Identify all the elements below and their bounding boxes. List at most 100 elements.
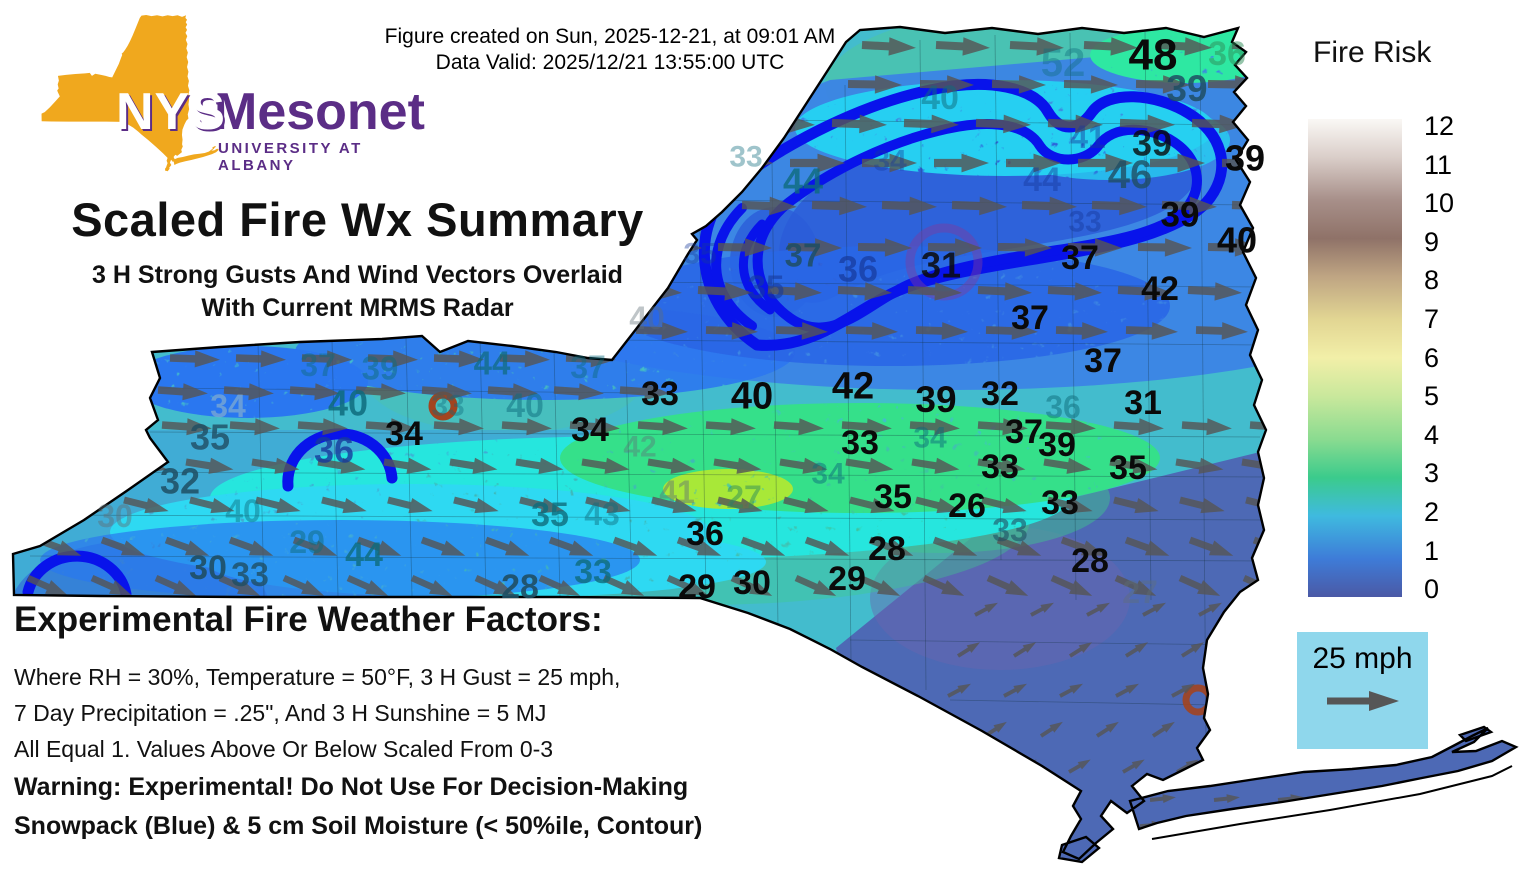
- wind-arrow: [289, 383, 340, 401]
- gust-value: 43: [584, 496, 620, 532]
- wind-arrow: [919, 75, 974, 94]
- wind-arrow: [713, 457, 762, 474]
- gust-value: 34: [385, 415, 423, 453]
- gust-value: 42: [1141, 270, 1179, 308]
- wind-arrow: [1095, 721, 1119, 738]
- wind-arrow: [1187, 282, 1242, 301]
- wind-arrow: [651, 496, 697, 514]
- wind-arrow: [499, 350, 550, 368]
- wind-arrow: [1078, 153, 1133, 173]
- gust-value: 40: [629, 300, 665, 336]
- wind-arrow: [857, 238, 912, 257]
- colorbar-tick: 0: [1424, 574, 1440, 605]
- wind-arrow: [1047, 282, 1102, 301]
- county-line: [844, 84, 852, 661]
- wind-arrow: [100, 536, 146, 556]
- wind-arrow: [185, 457, 234, 474]
- wind-arrow: [779, 457, 828, 474]
- wind-arrow: [705, 322, 758, 340]
- wind-arrow: [1113, 418, 1164, 436]
- gust-value: 40: [225, 493, 261, 529]
- gust-value: 44: [345, 536, 383, 574]
- wind-arrow: [1068, 759, 1091, 774]
- wind-arrow: [881, 196, 937, 216]
- figure-created-line: Figure created on Sun, 2025-12-21, at 09…: [384, 25, 836, 48]
- gust-value: 36: [314, 430, 354, 471]
- wind-arrow: [154, 574, 197, 596]
- wind-arrow: [1198, 602, 1222, 617]
- gust-value: 39: [1038, 426, 1076, 464]
- gust-value: 30: [97, 498, 133, 534]
- gust-value: 30: [733, 564, 771, 602]
- wind-arrow: [251, 457, 300, 474]
- wind-arrow: [845, 457, 894, 474]
- wind-arrow: [1175, 457, 1224, 474]
- wind-arrow: [484, 536, 530, 556]
- wind-arrow: [861, 37, 916, 56]
- wind-arrow: [858, 574, 901, 596]
- colorbar-tick: 2: [1424, 497, 1440, 527]
- wind-arrow: [1149, 794, 1176, 804]
- wind-arrow: [1151, 721, 1175, 738]
- wind-arrow: [705, 418, 756, 436]
- gust-value: 37: [300, 347, 336, 383]
- gust-value: 37: [1011, 299, 1049, 337]
- colorbar-tick: 12: [1424, 111, 1455, 141]
- wind-arrow: [1137, 238, 1192, 257]
- wind-arrow: [991, 75, 1046, 94]
- colorbar-tick: 4: [1424, 419, 1440, 450]
- wind-arrow: [519, 496, 565, 514]
- wind-arrow: [1012, 642, 1037, 658]
- wind-arrow: [612, 536, 658, 556]
- gust-value: 37: [785, 237, 822, 274]
- wind-arrow: [1178, 574, 1221, 596]
- wind-arrow: [365, 418, 416, 436]
- wind-arrow: [1050, 574, 1093, 596]
- wind-arrow: [1021, 196, 1077, 216]
- gust-value: 33: [981, 448, 1019, 486]
- wind-arrow: [474, 574, 517, 596]
- gust-value: 48: [1129, 30, 1178, 79]
- wind-arrow: [868, 536, 914, 556]
- wind-arrow: [346, 574, 389, 596]
- wind-arrow: [1191, 114, 1247, 134]
- gust-value: 44: [474, 345, 511, 382]
- colorbar-tick: 3: [1424, 458, 1440, 489]
- wind-arrow: [1117, 282, 1172, 301]
- wind-arrow: [986, 574, 1029, 596]
- wind-arrow: [717, 238, 772, 257]
- wind-arrow: [811, 196, 867, 216]
- wind-arrow: [26, 574, 69, 596]
- wind-arrow: [1181, 418, 1232, 436]
- wind-arrow: [164, 536, 210, 556]
- wind-arrow: [1124, 536, 1170, 556]
- wind-arrow: [602, 574, 645, 596]
- gust-value: 34: [571, 411, 609, 449]
- wind-speed-legend: 25 mph: [1297, 632, 1428, 749]
- wind-arrow: [741, 196, 797, 216]
- wind-arrow: [449, 457, 498, 474]
- gust-value: 36: [686, 515, 724, 553]
- gust-value: 35: [748, 269, 785, 306]
- gust-value: 34: [913, 422, 947, 455]
- gust-value: 39: [1161, 195, 1200, 234]
- wind-arrow: [934, 153, 989, 173]
- wind-arrow: [1043, 457, 1092, 474]
- wind-arrow: [1257, 282, 1312, 301]
- wind-arrow: [383, 457, 432, 474]
- data-valid-line: Data Valid: 2025/12/21 13:55:00 UTC: [435, 51, 785, 74]
- wind-arrow: [1150, 153, 1205, 173]
- wind-arrow: [740, 536, 786, 556]
- colorbar-tick: 10: [1424, 188, 1455, 219]
- wind-arrow: [951, 196, 1007, 216]
- wind-arrow: [783, 496, 829, 514]
- wind-arrow: [985, 322, 1038, 340]
- gust-value: 26: [948, 487, 986, 525]
- wind-arrow: [977, 418, 1028, 436]
- colorbar-tick-labels: 12 11 10 9 8 7 6 5 4 3 2 1 0: [1424, 111, 1494, 604]
- wind-arrow: [831, 114, 887, 134]
- wind-arrow: [123, 496, 169, 514]
- gust-value: 27: [1122, 574, 1158, 610]
- wind-arrow: [548, 536, 594, 556]
- wind-arrow: [1142, 602, 1166, 617]
